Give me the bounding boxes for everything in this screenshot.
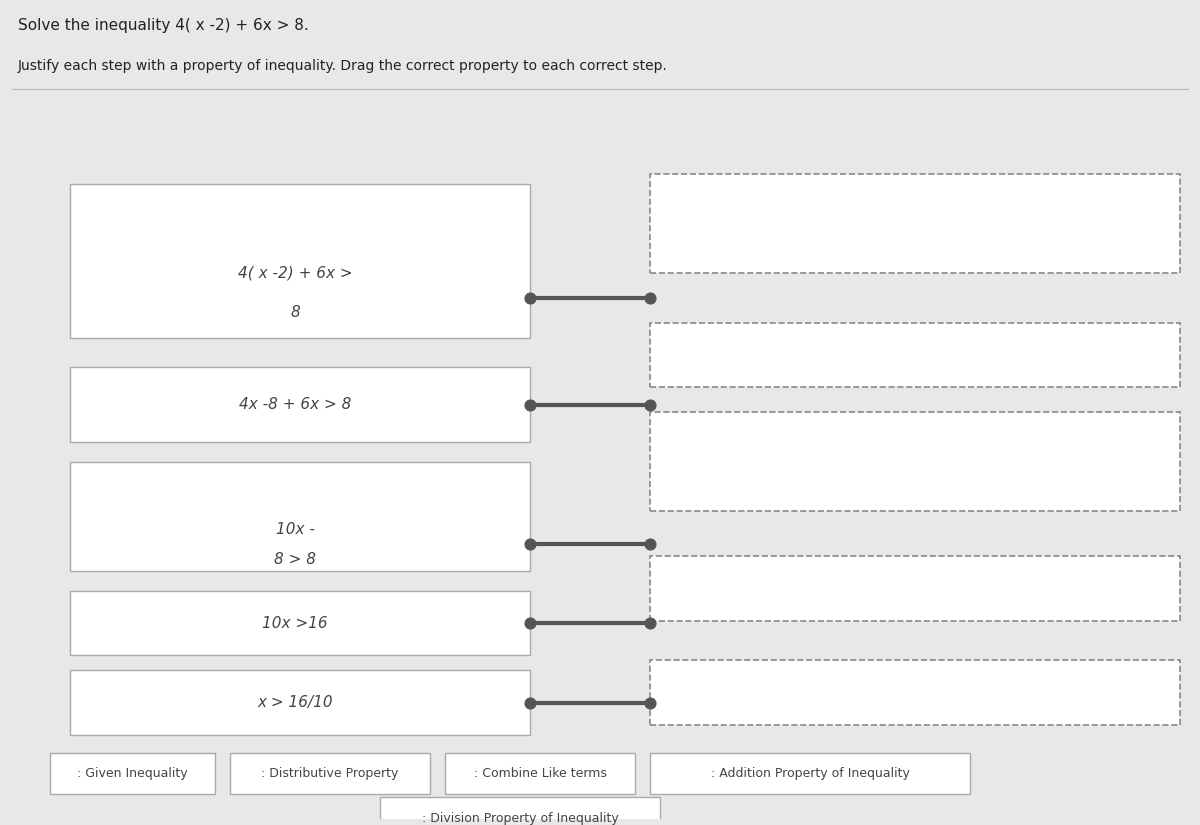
FancyBboxPatch shape [230,752,430,794]
Text: 8: 8 [290,305,300,320]
Point [521,696,540,710]
Text: Solve the inequality 4( x -2) + 6x > 8.: Solve the inequality 4( x -2) + 6x > 8. [18,18,308,33]
FancyBboxPatch shape [70,367,530,442]
FancyBboxPatch shape [70,462,530,571]
Point [641,291,660,304]
Text: : Distributive Property: : Distributive Property [262,767,398,780]
Text: : Given Inequality: : Given Inequality [77,767,188,780]
FancyBboxPatch shape [70,184,530,337]
Point [521,538,540,551]
FancyBboxPatch shape [445,752,635,794]
Text: x > 16/10: x > 16/10 [257,695,332,710]
FancyBboxPatch shape [650,174,1180,273]
FancyBboxPatch shape [380,798,660,825]
Point [521,398,540,412]
Text: 4x -8 + 6x > 8: 4x -8 + 6x > 8 [239,397,352,412]
FancyBboxPatch shape [650,412,1180,512]
FancyBboxPatch shape [50,752,215,794]
FancyBboxPatch shape [70,670,530,735]
FancyBboxPatch shape [70,591,530,655]
Text: 8 > 8: 8 > 8 [274,552,316,567]
Point [521,616,540,629]
Point [641,398,660,412]
Text: : Addition Property of Inequality: : Addition Property of Inequality [710,767,910,780]
Point [641,538,660,551]
FancyBboxPatch shape [650,752,970,794]
Text: Justify each step with a property of inequality. Drag the correct property to ea: Justify each step with a property of ine… [18,59,668,73]
Point [641,696,660,710]
FancyBboxPatch shape [650,556,1180,620]
Point [641,616,660,629]
FancyBboxPatch shape [650,660,1180,725]
Point [521,291,540,304]
Text: 4( x -2) + 6x >: 4( x -2) + 6x > [238,266,353,281]
Text: : Combine Like terms: : Combine Like terms [474,767,606,780]
Text: 10x >16: 10x >16 [262,615,328,630]
FancyBboxPatch shape [650,323,1180,387]
Text: 10x -: 10x - [276,521,314,537]
Text: : Division Property of Inequality: : Division Property of Inequality [421,812,618,825]
